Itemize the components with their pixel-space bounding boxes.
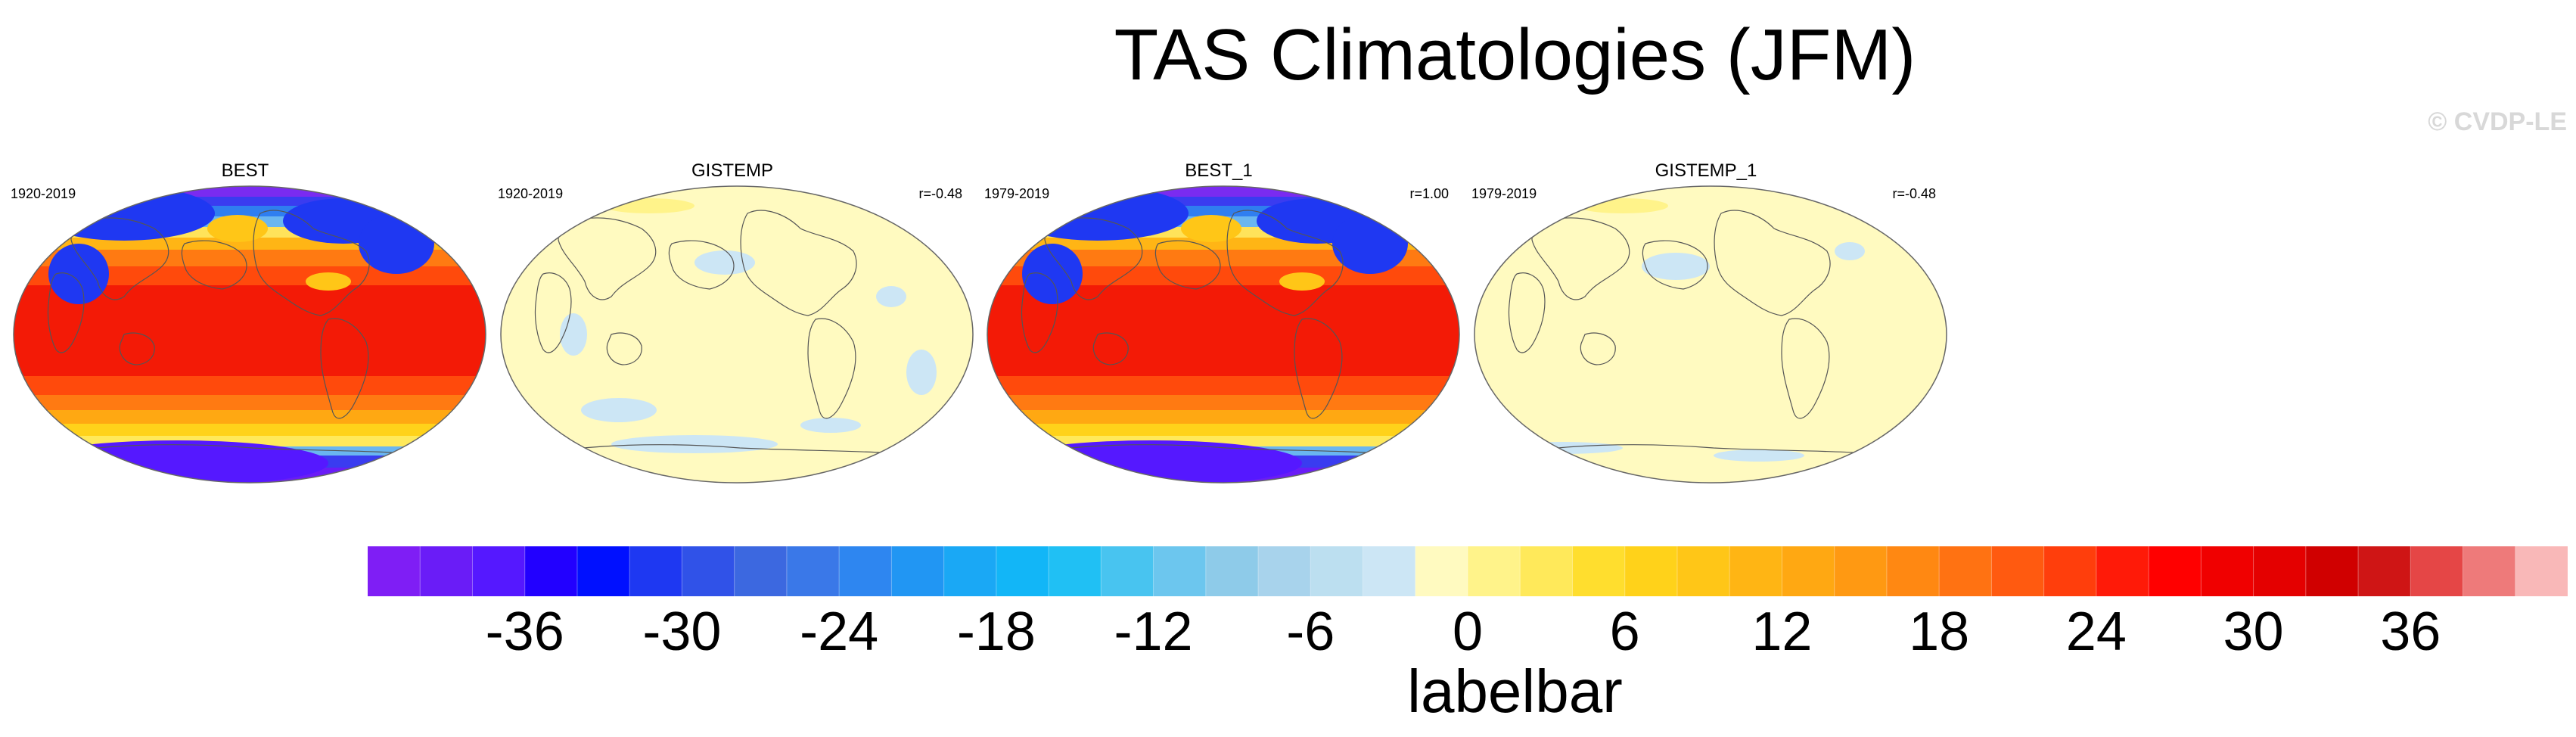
panel-title: BEST_1 xyxy=(1185,160,1253,181)
labelbar-swatch xyxy=(682,546,735,596)
labelbar-tick-label: -12 xyxy=(1114,602,1193,662)
panel-period: 1979-2019 xyxy=(984,186,1050,201)
labelbar-swatch xyxy=(1729,546,1782,596)
labelbar-swatch xyxy=(2149,546,2202,596)
labelbar-tick-label: 12 xyxy=(1751,602,1813,662)
labelbar-tick-label: -36 xyxy=(485,602,564,662)
labelbar-swatch xyxy=(368,546,421,596)
labelbar-swatch xyxy=(2253,546,2307,596)
labelbar-swatch xyxy=(1834,546,1888,596)
labelbar-swatch xyxy=(839,546,892,596)
labelbar-swatch xyxy=(2463,546,2516,596)
labelbar-swatch xyxy=(1624,546,1678,596)
labelbar-tick-label: 36 xyxy=(2380,602,2441,662)
labelbar-swatch xyxy=(2096,546,2149,596)
labelbar-swatch xyxy=(943,546,997,596)
labelbar-swatch xyxy=(1049,546,1102,596)
labelbar-swatch xyxy=(734,546,788,596)
labelbar-tick-label: 24 xyxy=(2065,602,2127,662)
labelbar-title: labelbar xyxy=(1407,658,1623,725)
labelbar-swatch xyxy=(1258,546,1311,596)
map-panel-best: BEST 1920-2019 xyxy=(3,160,487,486)
map-gistemp-1 xyxy=(1474,185,1947,484)
map-best-1 xyxy=(987,185,1460,484)
labelbar-swatch xyxy=(1153,546,1207,596)
labelbar-swatch xyxy=(786,546,840,596)
map-panel-best-1: BEST_1 1979-2019 r=1.00 xyxy=(977,160,1461,486)
panel-period: 1920-2019 xyxy=(498,186,564,201)
labelbar-swatch xyxy=(1415,546,1468,596)
labelbar-swatch xyxy=(576,546,630,596)
labelbar-swatch xyxy=(472,546,526,596)
labelbar-swatch xyxy=(1886,546,1940,596)
map-best xyxy=(13,185,486,484)
labelbar-swatch xyxy=(1205,546,1259,596)
panel-period: 1920-2019 xyxy=(11,186,76,201)
labelbar-tick-label: -30 xyxy=(642,602,722,662)
labelbar-swatch xyxy=(2410,546,2464,596)
labelbar-swatch xyxy=(1782,546,1835,596)
labelbar-tick-label: -18 xyxy=(956,602,1036,662)
labelbar-swatch xyxy=(524,546,578,596)
labelbar-swatch xyxy=(2515,546,2568,596)
labelbar-tick-label: 30 xyxy=(2223,602,2284,662)
labelbar-swatch xyxy=(1468,546,1521,596)
labelbar-swatch xyxy=(2305,546,2359,596)
panel-period: 1979-2019 xyxy=(1471,186,1537,201)
panel-correlation: r=-0.48 xyxy=(1892,186,1936,201)
labelbar-tick-label: 6 xyxy=(1609,602,1640,662)
labelbar-ticks: -36 -30 -24 -18 -12 -6 0 6 12 18 24 30 36 xyxy=(368,598,2568,673)
labelbar-swatch xyxy=(2201,546,2254,596)
labelbar-swatch xyxy=(2358,546,2411,596)
labelbar-swatch xyxy=(2043,546,2097,596)
labelbar-swatch xyxy=(629,546,682,596)
labelbar-swatch xyxy=(1991,546,2045,596)
labelbar-swatch xyxy=(1310,546,1364,596)
labelbar-swatch xyxy=(996,546,1049,596)
labelbar-swatch xyxy=(1363,546,1416,596)
labelbar-swatch xyxy=(1572,546,1626,596)
panel-correlation: r=1.00 xyxy=(1409,186,1449,201)
map-panel-gistemp-1: GISTEMP_1 1979-2019 r=-0.48 xyxy=(1464,160,1948,486)
labelbar-tick-label: 18 xyxy=(1909,602,1970,662)
labelbar-swatch xyxy=(891,546,945,596)
figure-title: TAS Climatologies (JFM) xyxy=(1114,14,1916,95)
labelbar-swatch xyxy=(1676,546,1730,596)
labelbar-swatch xyxy=(420,546,473,596)
color-labelbar xyxy=(368,546,2568,596)
labelbar-swatch xyxy=(1101,546,1154,596)
labelbar-tick-label: 0 xyxy=(1452,602,1484,662)
map-gistemp xyxy=(500,185,974,484)
map-panel-gistemp: GISTEMP 1920-2019 r=-0.48 xyxy=(490,160,974,486)
labelbar-swatch xyxy=(1520,546,1573,596)
labelbar-tick-label: -6 xyxy=(1286,602,1335,662)
panel-title: GISTEMP_1 xyxy=(1655,160,1757,181)
labelbar-tick-label: -24 xyxy=(800,602,879,662)
panel-title: BEST xyxy=(221,160,269,181)
panel-title: GISTEMP xyxy=(691,160,773,181)
labelbar-swatch xyxy=(1939,546,1992,596)
panel-correlation: r=-0.48 xyxy=(918,186,962,201)
credit-watermark: © CVDP-LE xyxy=(2428,107,2567,136)
